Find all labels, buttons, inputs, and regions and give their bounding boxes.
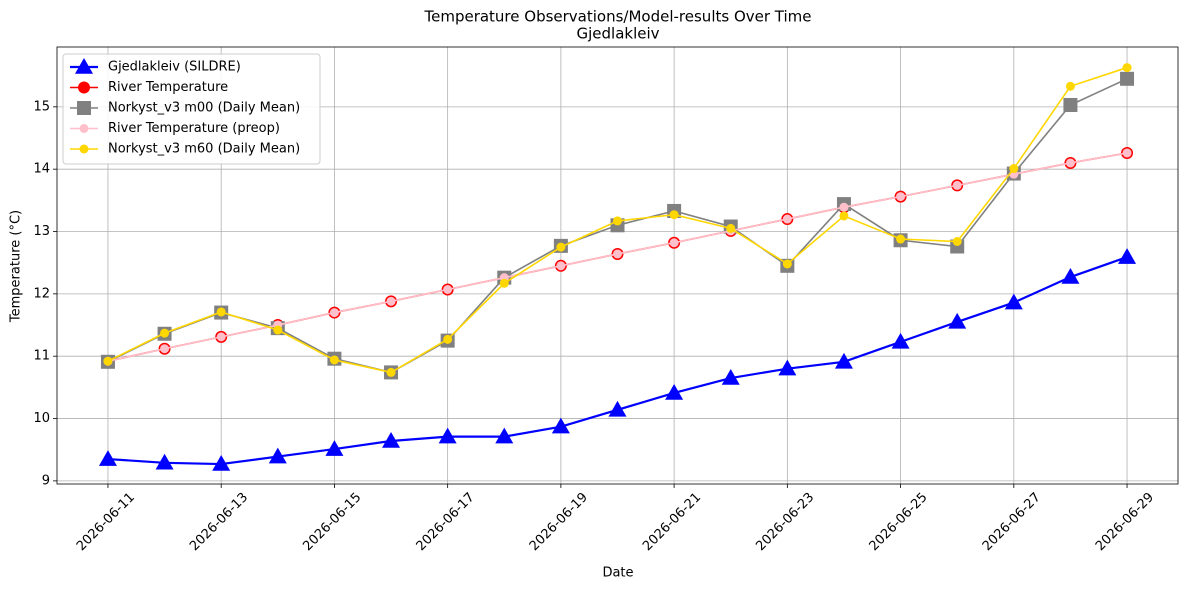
legend-label: River Temperature [108, 80, 228, 95]
data-point [443, 285, 453, 295]
y-tick-label: 12 [33, 286, 50, 301]
data-point [551, 417, 570, 434]
data-point [782, 259, 792, 269]
data-point [98, 450, 117, 466]
legend-label: Norkyst_v3 m60 (Daily Mean) [108, 142, 300, 157]
data-point [329, 308, 339, 318]
data-point [669, 210, 679, 220]
data-point [608, 400, 627, 417]
y-tick-label: 15 [33, 99, 50, 114]
data-point [948, 312, 967, 329]
data-point [1120, 71, 1135, 86]
data-point [1065, 158, 1075, 168]
legend-label: Gjedlakleiv (SILDRE) [108, 60, 241, 75]
chart-title: Temperature Observations/Model-results O… [423, 8, 811, 26]
legend-marker [79, 144, 89, 154]
data-point [386, 296, 396, 306]
x-axis-label: Date [602, 566, 633, 581]
legend-label: Norkyst_v3 m00 (Daily Mean) [108, 101, 300, 116]
data-point [782, 214, 792, 224]
data-point [495, 427, 514, 444]
series [103, 148, 1132, 366]
y-tick-label: 13 [33, 224, 50, 239]
data-point [896, 234, 906, 244]
x-tick-label: 2026-06-27 [980, 490, 1044, 554]
data-point [1118, 248, 1137, 264]
data-point [1063, 97, 1078, 112]
y-tick-label: 14 [33, 162, 50, 177]
data-point [952, 236, 962, 246]
data-point [1122, 63, 1132, 73]
y-axis-label: Temperature (°C) [9, 210, 24, 323]
chart-subtitle: Gjedlakleiv [576, 25, 659, 43]
series-line [107, 256, 1128, 466]
data-point [891, 332, 910, 349]
series [103, 63, 1132, 377]
data-point [325, 440, 344, 456]
x-tick-label: 2026-06-13 [187, 490, 251, 554]
legend-marker [78, 81, 90, 94]
data-point [273, 325, 283, 335]
data-point [721, 369, 740, 385]
legend-label: River Temperature (preop) [108, 121, 280, 136]
data-point [499, 278, 509, 288]
data-point [1065, 81, 1075, 91]
data-point [212, 455, 231, 471]
data-point [952, 180, 962, 190]
y-tick-label: 10 [33, 411, 50, 426]
data-point [216, 307, 226, 317]
data-point [268, 447, 287, 464]
data-point [443, 334, 453, 344]
x-tick-label: 2026-06-15 [300, 490, 364, 554]
data-point [329, 355, 339, 365]
data-point [160, 344, 170, 354]
legend-box [62, 53, 321, 165]
legend-marker [79, 124, 89, 133]
data-point [839, 202, 849, 212]
data-point [216, 332, 226, 342]
plot-frame [56, 46, 1179, 485]
data-point [382, 431, 401, 448]
data-point [669, 238, 679, 248]
data-point [386, 367, 396, 377]
data-point [1061, 268, 1080, 284]
x-tick-label: 2026-06-25 [867, 490, 931, 554]
x-tick-label: 2026-06-29 [1093, 490, 1157, 554]
data-point [834, 352, 853, 369]
x-tick-label: 2026-06-17 [414, 490, 478, 554]
data-point [778, 359, 797, 376]
x-tick-label: 2026-06-23 [753, 490, 817, 554]
data-point [438, 427, 457, 444]
legend: Gjedlakleiv (SILDRE) River Temperature Nor… [62, 53, 321, 165]
data-point [1122, 148, 1132, 158]
data-point [726, 223, 736, 233]
data-point [839, 211, 849, 221]
y-tick-label: 9 [42, 473, 50, 488]
data-point [1009, 164, 1019, 174]
x-tick-label: 2026-06-11 [74, 490, 138, 554]
data-point [160, 328, 170, 338]
plot [98, 63, 1137, 471]
x-tick-label: 2026-06-21 [640, 490, 704, 554]
legend-marker [75, 58, 93, 74]
data-point [103, 356, 113, 366]
data-point [613, 216, 622, 226]
data-point [1004, 293, 1023, 310]
data-point [556, 261, 566, 271]
data-point [896, 192, 906, 202]
x-tick-label: 2026-06-19 [527, 490, 591, 554]
series [98, 248, 1137, 471]
data-point [613, 249, 622, 259]
y-tick-label: 11 [33, 349, 50, 364]
data-point [665, 383, 684, 400]
data-point [556, 242, 566, 252]
data-point [155, 453, 174, 470]
legend-marker [77, 101, 91, 115]
